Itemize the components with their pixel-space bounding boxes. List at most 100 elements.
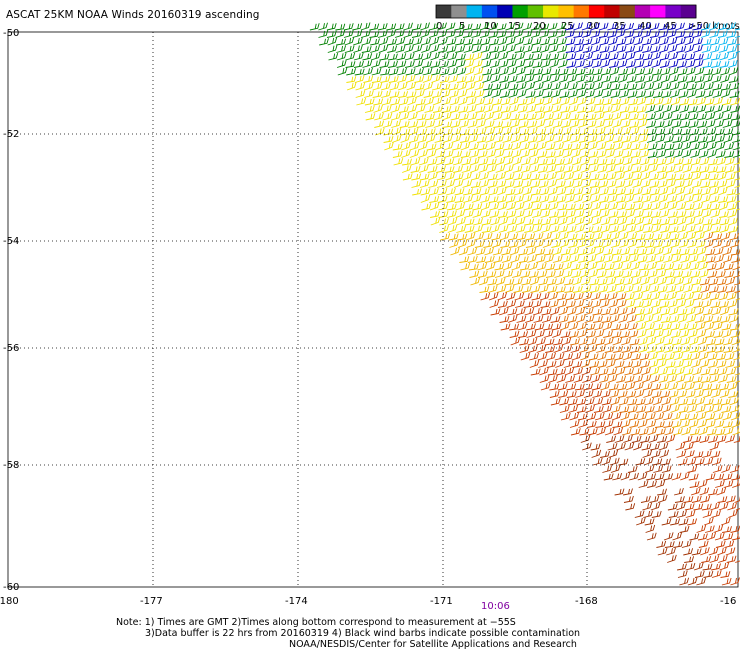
wind-barb [703,82,714,91]
wind-barb [564,180,575,188]
wind-barb [606,158,616,166]
wind-barb [474,90,485,98]
wind-barb [524,68,535,76]
wind-barb [735,200,740,203]
wind-barb [590,187,601,196]
wind-barb [582,292,593,301]
wind-barb [492,105,503,113]
wind-barb [642,210,653,218]
wind-barb [637,248,648,256]
wind-barb [607,195,618,203]
wind-barb [721,98,732,106]
wind-barb [670,104,681,113]
wind-barb [644,518,655,526]
wind-barb [700,23,711,31]
wind-barb [568,97,579,106]
wind-barb [735,380,740,383]
wind-barb [504,180,515,188]
wind-barb [451,127,462,136]
wind-barb [719,383,730,391]
wind-barb [495,277,506,286]
wind-barb [570,135,581,143]
wind-barb [577,248,588,256]
wind-barb [667,300,678,308]
wind-barb [618,458,629,466]
wind-barb [691,435,702,443]
latitude-label: -60 [3,582,19,593]
wind-barb [587,344,598,353]
wind-barb [685,382,695,391]
wind-barb [460,135,470,143]
longitude-label: -171 [430,596,453,607]
wind-barb [373,98,384,106]
wind-barb [701,300,712,308]
wind-barb [470,277,481,286]
wind-barb [719,211,729,218]
legend-swatch [604,5,621,18]
wind-barb [716,487,727,496]
wind-barb [617,52,628,61]
wind-barb [581,180,592,188]
wind-barb [676,502,686,511]
wind-barb [530,368,541,376]
wind-barb [536,134,547,143]
wind-barb [598,180,609,188]
wind-barb [721,323,732,331]
wind-barb [647,345,657,353]
wind-barb [550,398,561,406]
wind-barb [658,375,669,383]
wind-barb [699,165,710,173]
wind-barb [609,225,620,233]
wind-barb [568,105,579,113]
wind-barb [460,262,471,271]
wind-barb [566,217,577,226]
wind-barb [690,157,701,166]
wind-barb [715,480,725,488]
wind-barb [699,435,710,443]
wind-barb [418,142,428,151]
wind-barb [528,135,538,143]
wind-barb [560,248,571,256]
wind-barb [560,97,570,106]
wind-barb [659,202,670,211]
wind-barb [458,97,468,106]
wind-barb [481,52,492,61]
wind-barb [673,487,684,496]
wind-barb [712,398,723,406]
wind-barb [680,134,691,143]
wind-barb [645,98,656,106]
wind-barb [710,383,721,391]
wind-barb [635,82,646,91]
wind-barb [709,195,720,203]
wind-barb [309,23,320,31]
wind-barb [453,173,464,181]
wind-barb [487,158,497,166]
wind-barb [701,376,712,383]
wind-barb [684,37,695,46]
wind-barb [627,465,638,473]
wind-barb [432,97,443,106]
wind-barb [529,157,540,166]
wind-barb [633,442,643,451]
wind-barb [606,435,617,443]
wind-barb [721,105,732,113]
wind-barb [573,292,584,301]
wind-barb [673,270,684,278]
wind-barb [496,23,507,31]
wind-barb [550,68,561,76]
wind-barb [489,210,500,218]
wind-barb [604,263,615,271]
wind-barb [634,510,645,518]
wind-barb [631,277,642,286]
wind-barb [475,247,486,256]
wind-barb [694,217,704,226]
wind-barb [675,194,686,203]
legend-swatch [573,5,590,18]
wind-barb [697,533,708,541]
wind-barb [512,277,523,286]
wind-barb [429,44,440,53]
wind-barb [625,203,636,211]
wind-barb [698,427,709,436]
wind-barb [599,293,610,301]
wind-barb [646,532,657,541]
